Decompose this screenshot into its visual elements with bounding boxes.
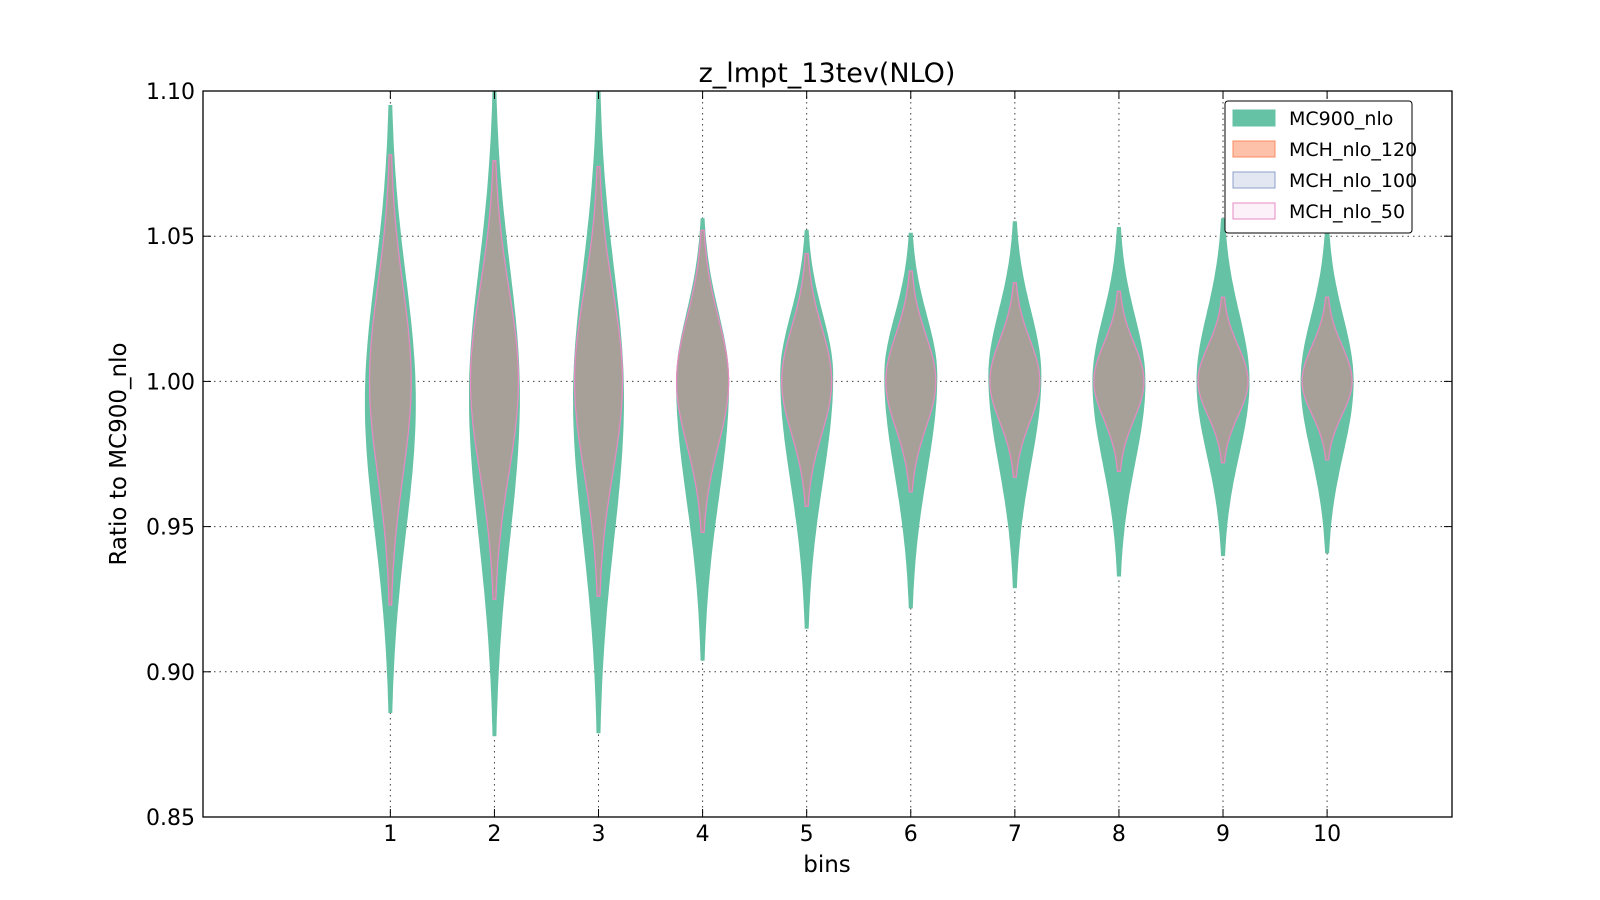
- violin-bin-3: [572, 90, 624, 734]
- violin-bin-10: [1300, 227, 1354, 554]
- y-axis-label: Ratio to MC900_nlo: [106, 342, 132, 565]
- violins: [364, 90, 1354, 737]
- violin-bin-2: [469, 90, 520, 737]
- legend-label-3: MCH_nlo_100: [1289, 170, 1417, 192]
- violin-bin-1: [364, 105, 416, 713]
- x-tick-label: 3: [592, 822, 606, 847]
- x-tick-label: 2: [487, 822, 501, 847]
- x-tick-label: 7: [1008, 822, 1022, 847]
- violin-mch-nlo-50: [1301, 296, 1353, 461]
- violin-mch-nlo-50: [676, 229, 730, 533]
- legend-box: [1224, 100, 1413, 234]
- violin-mch-nlo-50: [989, 282, 1041, 478]
- x-tick-label: 1: [383, 822, 397, 847]
- legend-swatch-2: [1232, 140, 1276, 158]
- x-tick-label: 5: [800, 822, 814, 847]
- legend-label-1: MC900_nlo: [1289, 108, 1393, 130]
- y-tick-label: 0.85: [146, 806, 195, 831]
- plot-frame: [202, 90, 1453, 818]
- x-tick-label: 10: [1313, 822, 1341, 847]
- violin-bin-6: [884, 232, 938, 609]
- legend-swatch-4: [1232, 202, 1276, 220]
- y-tick-label: 0.95: [146, 516, 195, 541]
- violin-bin-4: [676, 218, 730, 661]
- violin-mch-nlo-50: [885, 270, 937, 493]
- violin-bin-7: [988, 221, 1042, 589]
- legend-label-4: MCH_nlo_50: [1289, 201, 1405, 223]
- violin-bin-9: [1196, 218, 1250, 557]
- violin-mch-nlo-50: [469, 160, 520, 600]
- x-tick-label: 8: [1112, 822, 1126, 847]
- x-tick-label: 4: [696, 822, 710, 847]
- violin-mch-nlo-50: [574, 165, 624, 597]
- y-tick-label: 1.00: [146, 370, 195, 395]
- x-tick-label: 6: [904, 822, 918, 847]
- violin-mch-nlo-50: [1093, 290, 1145, 472]
- legend: MC900_nlo MCH_nlo_120 MCH_nlo_100 MCH_nlo_5…: [1224, 100, 1417, 234]
- legend-label-2: MCH_nlo_120: [1289, 139, 1417, 161]
- violin-mch-nlo-50: [1197, 296, 1249, 464]
- axis-ticks: 1 2 3 4 5 6 7 8 9 10 0.85 0.90 0.95 1.00 1.05 1.10: [146, 80, 1452, 847]
- violin-bin-5: [780, 229, 834, 629]
- violin-mch-nlo-50: [781, 253, 833, 507]
- violin-mch-nlo-50: [368, 154, 412, 606]
- violin-bin-8: [1092, 227, 1146, 577]
- legend-swatch-1: [1232, 109, 1276, 127]
- legend-swatch-3: [1232, 171, 1276, 189]
- y-tick-label: 1.10: [146, 80, 195, 105]
- x-tick-label: 9: [1216, 822, 1230, 847]
- x-axis-label: bins: [803, 852, 851, 878]
- chart-title: z_lmpt_13tev(NLO): [699, 58, 956, 89]
- y-tick-label: 0.90: [146, 661, 195, 686]
- y-tick-label: 1.05: [146, 225, 195, 250]
